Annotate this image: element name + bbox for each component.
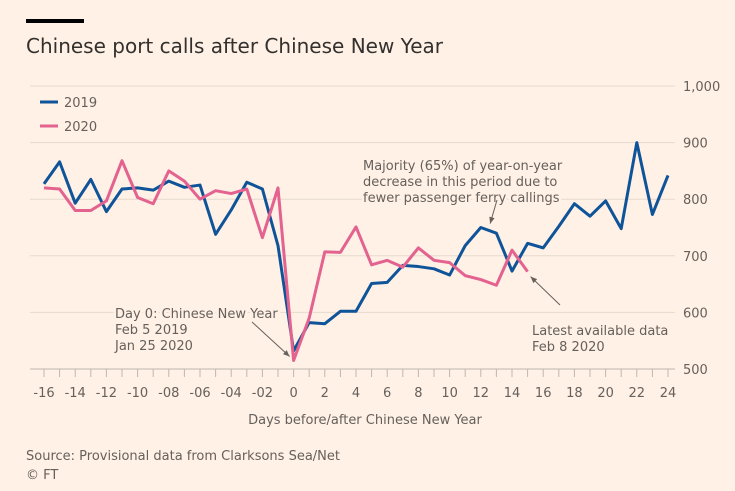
- x-tick-label: -10: [127, 386, 148, 401]
- x-tick-label: 24: [660, 386, 677, 401]
- x-tick-label: -12: [96, 386, 117, 401]
- arrowhead-icon: [489, 216, 495, 224]
- x-tick-label: -02: [252, 386, 273, 401]
- y-tick-label: 800: [683, 193, 708, 208]
- arrowhead-icon: [283, 350, 290, 357]
- y-tick-label: 900: [683, 137, 708, 152]
- x-tick-label: 22: [629, 386, 646, 401]
- annotation-arrow: [251, 321, 290, 357]
- x-tick-label: 16: [535, 386, 552, 401]
- annotation-text: Majority (65%) of year-on-year: [363, 159, 563, 174]
- annotation-arrow: [530, 276, 561, 306]
- annotation-text: Feb 8 2020: [532, 340, 605, 355]
- x-tick-label: 20: [597, 386, 614, 401]
- annotation-text: decrease in this period due to: [363, 175, 557, 190]
- x-tick-label: -14: [65, 386, 86, 401]
- chart-title: Chinese port calls after Chinese New Yea…: [26, 34, 444, 58]
- x-tick-label: -06: [189, 386, 210, 401]
- annotation-text: Latest available data: [532, 324, 668, 339]
- x-tick-label: -08: [158, 386, 179, 401]
- annotation-text: Day 0: Chinese New Year: [115, 307, 278, 322]
- y-tick-label: 1,000: [683, 80, 720, 95]
- annotation-text: Feb 5 2019: [115, 323, 188, 338]
- x-tick-label: -04: [221, 386, 242, 401]
- x-tick-label: 2: [321, 386, 329, 401]
- x-tick-label: 12: [473, 386, 490, 401]
- x-tick-label: 4: [352, 386, 360, 401]
- arrowhead-icon: [530, 276, 538, 284]
- y-tick-label: 500: [683, 363, 708, 378]
- x-tick-label: 10: [441, 386, 458, 401]
- y-tick-label: 600: [683, 306, 708, 321]
- ft-header-bar: [26, 19, 84, 23]
- source-note: Source: Provisional data from Clarksons …: [26, 449, 340, 464]
- x-tick-label: 18: [566, 386, 583, 401]
- legend-label-2019: 2019: [64, 96, 97, 111]
- x-tick-label: 14: [504, 386, 521, 401]
- y-tick-label: 700: [683, 250, 708, 265]
- credit: © FT: [26, 468, 59, 483]
- annotation-text: fewer passenger ferry callings: [363, 191, 560, 206]
- annotation-text: Jan 25 2020: [114, 339, 193, 354]
- x-tick-label: 8: [414, 386, 422, 401]
- x-axis-label: Days before/after Chinese New Year: [248, 413, 482, 428]
- legend-label-2020: 2020: [64, 120, 97, 135]
- series-line-2020: [43, 159, 529, 363]
- x-tick-label: 0: [289, 386, 297, 401]
- x-tick-label: -16: [33, 386, 54, 401]
- x-tick-label: 6: [383, 386, 391, 401]
